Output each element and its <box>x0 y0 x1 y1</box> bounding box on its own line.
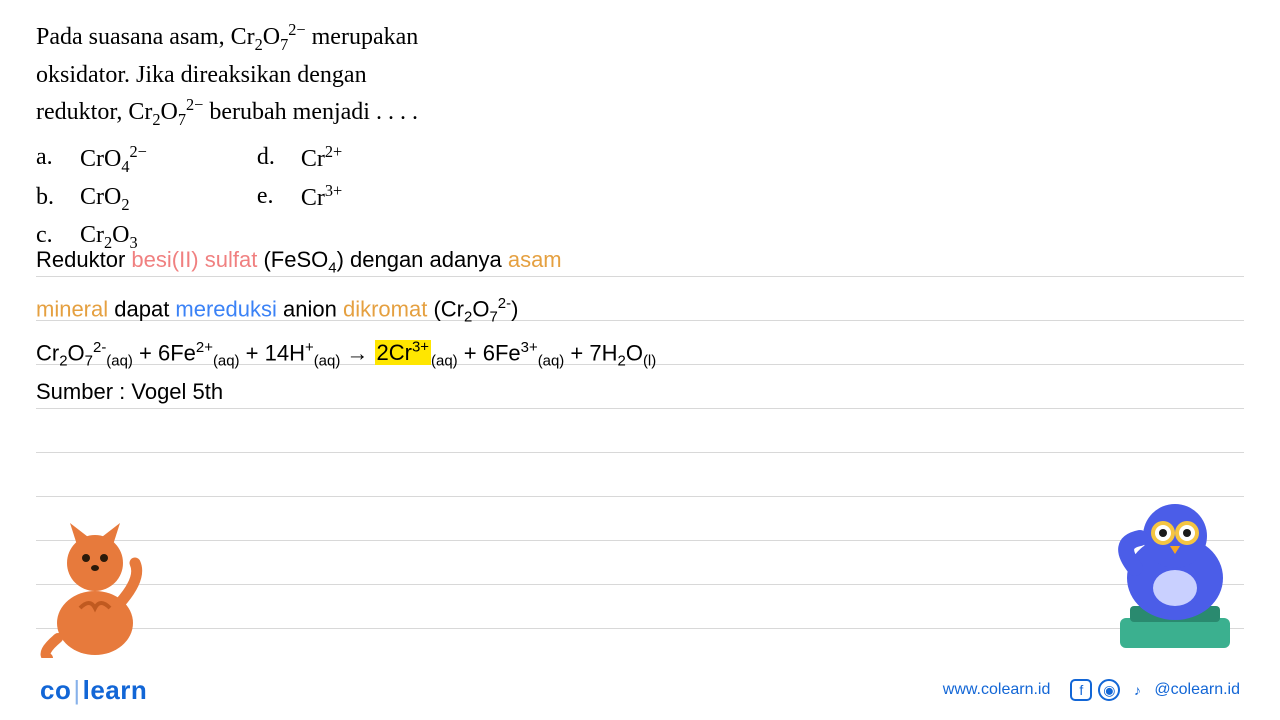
q-l3-sub2: 7 <box>178 110 186 129</box>
expl-l2-orange: mineral <box>36 296 108 321</box>
eq-s3: 2 <box>617 353 625 370</box>
eq-state6: (l) <box>643 353 656 370</box>
logo-part-a: co <box>40 675 71 705</box>
q-l3-b: O <box>161 99 178 125</box>
q-l3-c: berubah menjadi . . . . <box>203 99 418 125</box>
eq-state2: (aq) <box>213 353 240 370</box>
instagram-icon[interactable]: ◉ <box>1098 679 1120 701</box>
q-l1-sub1: 2 <box>255 35 263 54</box>
facebook-icon[interactable]: f <box>1070 679 1092 701</box>
opt-d-label: d. <box>257 139 301 178</box>
eq-p3: O <box>626 340 643 365</box>
eq-hl: 2Cr <box>377 340 412 365</box>
expl-l2-tailsub2: 7 <box>489 309 497 326</box>
expl-l2-tailsup: 2- <box>498 295 511 312</box>
q-l1-sup: 2− <box>288 20 305 39</box>
eq-state3: (aq) <box>314 353 341 370</box>
opt-a-sup: 2− <box>130 142 147 161</box>
opt-a-label: a. <box>36 139 80 179</box>
bird-mascot <box>1090 488 1260 658</box>
q-l3-a: reduktor, Cr <box>36 99 152 125</box>
eq-su4: 3+ <box>521 339 538 356</box>
tiktok-icon[interactable]: ♪ <box>1126 679 1148 701</box>
expl-l1-lead: Reduktor <box>36 247 131 272</box>
eq-su2: 2+ <box>196 339 213 356</box>
opt-e-sup: 3+ <box>325 181 342 200</box>
opt-d-pre: Cr <box>301 146 325 172</box>
expl-source: Sumber : Vogel 5th <box>36 370 1244 414</box>
opt-a-pre: CrO <box>80 146 121 172</box>
brand-logo: co|learn <box>40 675 147 706</box>
expl-line-2: mineral dapat mereduksi anion dikromat (… <box>36 282 1244 326</box>
eq-s1: 2 <box>59 353 67 370</box>
expl-l1-after: (FeSO <box>257 247 328 272</box>
q-l2: oksidator. Jika direaksikan dengan <box>36 57 1244 93</box>
expl-l2-blue: mereduksi <box>175 296 276 321</box>
eq-p1: Cr <box>36 340 59 365</box>
eq-arrow: → <box>340 340 374 365</box>
opt-e-label: e. <box>257 178 301 217</box>
expl-l1-sub4: 4 <box>328 259 336 276</box>
q-l1-c: merupakan <box>306 24 419 50</box>
expl-l1-rest: ) dengan adanya <box>337 247 508 272</box>
expl-line-equation: Cr2O72-(aq) + 6Fe2+(aq) + 14H+(aq) → 2Cr… <box>36 326 1244 370</box>
cat-mascot <box>30 508 170 658</box>
expl-l2-tailend: ) <box>511 296 518 321</box>
expl-l2-orange2: dikromat <box>343 296 427 321</box>
opt-e-pre: Cr <box>301 185 325 211</box>
expl-l2-mid2: anion <box>277 296 343 321</box>
opt-b-label: b. <box>36 179 80 217</box>
expl-l1-pink: besi(II) sulfat <box>131 247 257 272</box>
eq-p2: O <box>68 340 85 365</box>
option-b: b. CrO2 <box>36 179 147 217</box>
opt-b-pre: CrO <box>80 184 121 210</box>
option-d: d. Cr2+ <box>257 139 342 178</box>
eq-s2: 7 <box>85 353 93 370</box>
eq-state5: (aq) <box>538 353 565 370</box>
eq-plus1: + 6Fe <box>133 340 196 365</box>
eq-plus2: + 14H <box>240 340 305 365</box>
eq-hl-sup: 3+ <box>412 339 429 356</box>
eq-plus4: + 7H <box>564 340 617 365</box>
eq-state1: (aq) <box>106 353 133 370</box>
option-e: e. Cr3+ <box>257 178 342 217</box>
eq-su1: 2- <box>93 339 106 356</box>
expl-line-1: Reduktor besi(II) sulfat (FeSO4) dengan … <box>36 238 1244 282</box>
social-handle: @colearn.id <box>1154 681 1240 699</box>
q-l3-sub1: 2 <box>152 110 160 129</box>
q-l3-sup: 2− <box>186 95 203 114</box>
social-block: f ◉ ♪ @colearn.id <box>1070 679 1240 701</box>
expl-l2-tail-pre: (Cr <box>427 296 464 321</box>
website-link[interactable]: www.colearn.id <box>943 681 1051 699</box>
opt-a-sub: 4 <box>121 156 129 175</box>
footer: co|learn www.colearn.id f ◉ ♪ @colearn.i… <box>0 660 1280 720</box>
opt-b-sub: 2 <box>121 194 129 213</box>
expl-l1-orange: asam <box>508 247 562 272</box>
eq-state4: (aq) <box>431 353 458 370</box>
expl-l2-mid: dapat <box>108 296 175 321</box>
q-l1-b: O <box>263 24 280 50</box>
eq-plus3: + 6Fe <box>458 340 521 365</box>
option-a: a. CrO42− <box>36 139 147 179</box>
expl-l2-tailmid: O <box>472 296 489 321</box>
explanation-block: Reduktor besi(II) sulfat (FeSO4) dengan … <box>36 238 1244 414</box>
logo-part-b: learn <box>83 675 148 705</box>
footer-right: www.colearn.id f ◉ ♪ @colearn.id <box>943 679 1240 701</box>
q-l1-a: Pada suasana asam, Cr <box>36 24 255 50</box>
eq-su3: + <box>305 339 314 356</box>
opt-d-sup: 2+ <box>325 142 342 161</box>
question-text: Pada suasana asam, Cr2O72− merupakan oks… <box>36 18 1244 133</box>
